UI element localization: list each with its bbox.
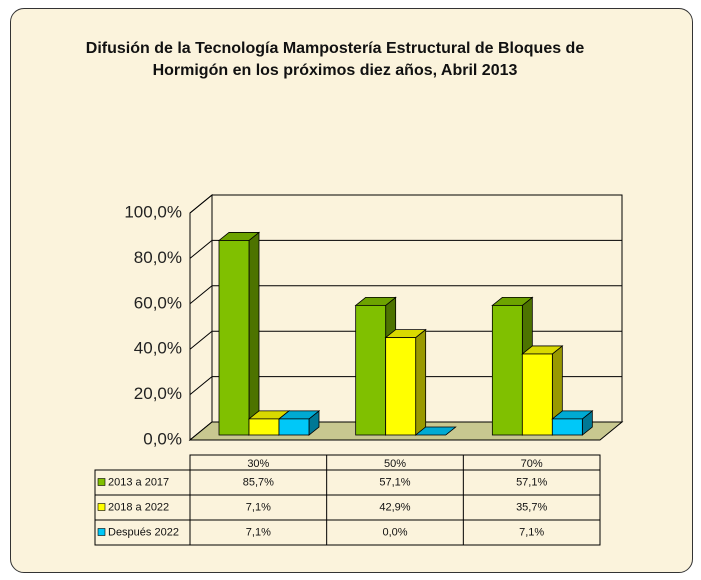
bar <box>551 418 583 436</box>
x-tick-label: 30% <box>247 458 269 470</box>
data-label: 7,1% <box>246 526 271 538</box>
bar-side <box>248 231 260 436</box>
legend-label: 2013 a 2017 <box>108 476 169 488</box>
bar <box>491 304 523 436</box>
legend-label: Después 2022 <box>108 526 179 538</box>
bar <box>355 304 387 436</box>
grid-line <box>189 330 622 350</box>
x-tick-label: 70% <box>521 458 543 470</box>
bar <box>385 337 417 436</box>
legend-swatch <box>97 478 106 486</box>
legend-swatch <box>97 528 106 536</box>
bar-side <box>415 328 427 436</box>
y-tick-label: 80,0% <box>134 248 182 267</box>
bar <box>521 353 553 436</box>
bar <box>218 240 250 436</box>
data-label: 57,1% <box>516 476 547 488</box>
data-label: 35,7% <box>516 501 547 513</box>
y-tick-label: 60,0% <box>134 293 182 312</box>
side-wall <box>189 193 213 442</box>
y-tick-label: 40,0% <box>134 339 182 358</box>
data-label: 7,1% <box>519 526 544 538</box>
y-tick-label: 20,0% <box>134 384 182 403</box>
chart-title: Difusión de la Tecnología Mampostería Es… <box>85 40 585 79</box>
grid-line <box>189 285 622 305</box>
bar <box>278 418 310 436</box>
y-tick-label: 0,0% <box>143 429 182 448</box>
grid-line <box>189 194 622 214</box>
x-tick-label: 50% <box>384 458 406 470</box>
bar <box>248 418 280 436</box>
data-label: 42,9% <box>379 501 410 513</box>
y-tick-label: 100,0% <box>124 202 182 221</box>
grid-line <box>189 376 622 395</box>
legend-swatch <box>97 503 106 511</box>
bar-top <box>414 426 457 436</box>
legend-label: 2018 a 2022 <box>108 501 169 513</box>
data-label: 57,1% <box>379 476 410 488</box>
data-label: 85,7% <box>243 476 274 488</box>
data-label: 7,1% <box>246 501 271 513</box>
data-label: 0,0% <box>382 526 407 538</box>
grid-line <box>189 239 622 259</box>
